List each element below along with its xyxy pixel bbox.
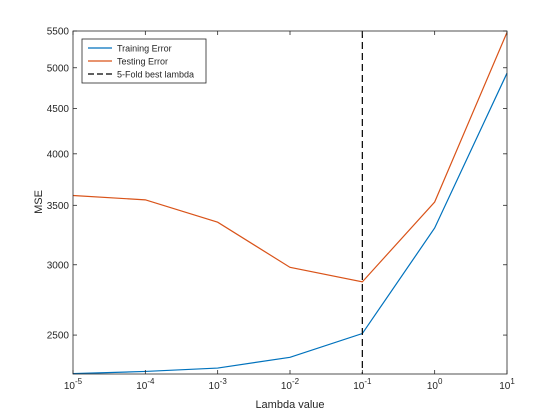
y-tick-label: 4500 (47, 104, 70, 115)
y-tick-label: 2500 (47, 331, 70, 342)
testing-error-line (72, 32, 508, 283)
x-tick-label: 10-4 (136, 377, 155, 392)
x-tick-label: 100 (427, 377, 443, 392)
legend: Training Error Testing Error 5-Fold best l… (81, 38, 207, 84)
x-tick-label: 10-1 (353, 377, 372, 392)
y-axis-label: MSE (33, 190, 45, 214)
y-tick-label: 5500 (47, 27, 70, 38)
legend-label: 5-Fold best lambda (117, 70, 194, 80)
y-tick-label: 3000 (47, 260, 70, 271)
legend-box (81, 38, 207, 84)
x-tick-label: 101 (499, 377, 515, 392)
y-tick-label: 4000 (47, 149, 70, 160)
x-axis: 10-5 10-4 10-3 10-2 10-1 100 101 (64, 31, 515, 392)
y-tick-label: 3500 (47, 201, 70, 212)
x-tick-label: 10-3 (209, 377, 228, 392)
legend-label: Training Error (117, 44, 172, 54)
y-tick-label: 5000 (47, 63, 70, 74)
x-tick-label: 10-2 (281, 377, 300, 392)
x-tick-label: 10-5 (64, 377, 83, 392)
legend-label: Testing Error (117, 57, 168, 67)
x-axis-label: Lambda value (255, 399, 324, 411)
y-axis: 2500 3000 3500 4000 4500 5000 5500 (47, 27, 507, 342)
